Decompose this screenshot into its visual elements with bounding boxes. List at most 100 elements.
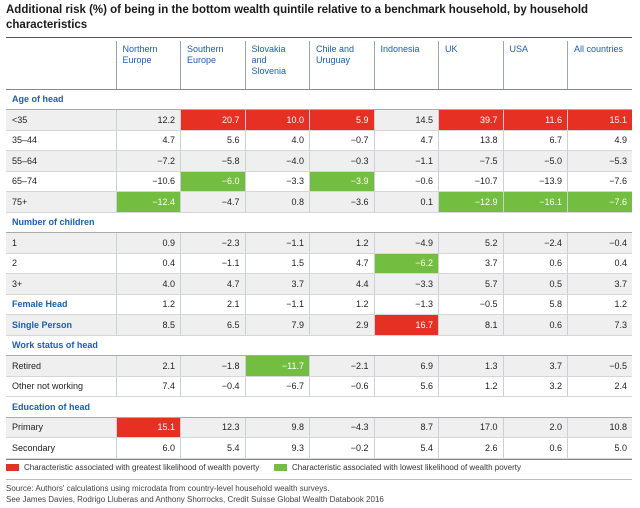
value-cell: 1.2 (567, 294, 632, 315)
value-cell: 6.5 (180, 314, 245, 336)
value-cell: 0.4 (115, 253, 181, 274)
value-cell-red: 10.0 (244, 109, 310, 131)
row-label: Secondary (6, 437, 116, 459)
table-row: 75+ −12.4 −4.7 0.8 −3.6 0.1 −12.9 −16.1 −7.6 (6, 191, 632, 213)
value-cell-green: −16.1 (502, 191, 568, 213)
value-cell: −4.7 (180, 191, 245, 213)
value-cell: −4.0 (244, 150, 310, 172)
value-cell-red: 15.1 (115, 417, 181, 438)
value-cell: 5.0 (567, 437, 632, 459)
row-label: Retired (6, 355, 116, 377)
value-cell: 2.1 (180, 294, 245, 315)
value-cell-red: 39.7 (438, 109, 503, 131)
value-cell: 0.5 (502, 273, 568, 295)
value-cell: −7.6 (567, 171, 632, 192)
value-cell: −2.1 (309, 355, 374, 377)
value-cell: 0.6 (502, 253, 568, 274)
legend-green-label: Characteristic associated with lowest li… (292, 463, 521, 472)
value-cell: 2.1 (115, 355, 181, 377)
value-cell: −2.3 (180, 232, 245, 254)
value-cell: 2.4 (567, 376, 632, 397)
column-header-row: Northern Europe Southern Europe Slovakia… (6, 41, 632, 90)
value-cell: −13.9 (502, 171, 568, 192)
section-heading: Work status of head (6, 335, 632, 356)
value-cell: 0.1 (373, 191, 439, 213)
value-cell-green: −11.7 (244, 355, 310, 377)
value-cell: 7.4 (115, 376, 181, 397)
value-cell: 7.9 (244, 314, 310, 336)
table-row: 65–74 −10.6 −6.0 −3.3 −3.9 −0.6 −10.7 −13.9 −7.6 (6, 171, 632, 192)
row-label: Single Person (6, 314, 116, 336)
section-heading-row: Work status of head (6, 335, 632, 356)
value-cell: 5.7 (438, 273, 503, 295)
title-divider (6, 37, 632, 38)
value-cell: 4.7 (115, 130, 181, 151)
value-cell: 6.9 (373, 355, 439, 377)
value-cell: 2.6 (438, 437, 503, 459)
green-swatch-icon (274, 464, 287, 471)
value-cell-red: 5.9 (309, 109, 374, 131)
table-row: 3+ 4.0 4.7 3.7 4.4 −3.3 5.7 0.5 3.7 (6, 273, 632, 295)
value-cell: 3.2 (502, 376, 568, 397)
value-cell: 1.2 (309, 232, 374, 254)
column-header: Chile and Uruguay (309, 41, 374, 90)
value-cell: 4.7 (373, 130, 439, 151)
value-cell-green: −12.4 (115, 191, 181, 213)
row-label: Primary (6, 417, 116, 438)
section-heading: Age of head (6, 89, 632, 110)
source-line-1: Source: Authors' calculations using micr… (6, 484, 330, 493)
column-header: Indonesia (373, 41, 439, 90)
value-cell: −7.5 (438, 150, 503, 172)
legend-item-green: Characteristic associated with lowest li… (274, 463, 521, 472)
value-cell: −1.1 (180, 253, 245, 274)
table-row: Single Person 8.5 6.5 7.9 2.9 16.7 8.1 0.6 7.3 (6, 314, 632, 336)
legend: Characteristic associated with greatest … (6, 461, 632, 475)
row-label: 35–44 (6, 130, 116, 151)
value-cell: −3.6 (309, 191, 374, 213)
value-cell: 0.9 (115, 232, 181, 254)
row-label: Other not working (6, 376, 116, 397)
value-cell: 4.0 (244, 130, 310, 151)
column-header: Southern Europe (180, 41, 245, 90)
row-label: 75+ (6, 191, 116, 213)
table-row: Female Head 1.2 2.1 −1.1 1.2 −1.3 −0.5 5.8 1.2 (6, 294, 632, 315)
value-cell: −7.2 (115, 150, 181, 172)
value-cell: 13.8 (438, 130, 503, 151)
value-cell: −10.7 (438, 171, 503, 192)
value-cell: 5.4 (373, 437, 439, 459)
value-cell: −4.9 (373, 232, 439, 254)
value-cell: 9.8 (244, 417, 310, 438)
value-cell: −0.6 (373, 171, 439, 192)
value-cell: 4.7 (180, 273, 245, 295)
value-cell: 0.4 (567, 253, 632, 274)
row-label: <35 (6, 109, 116, 131)
value-cell: 8.5 (115, 314, 181, 336)
value-cell: 1.2 (115, 294, 181, 315)
row-label: 55–64 (6, 150, 116, 172)
value-cell: 6.7 (502, 130, 568, 151)
value-cell-red: 16.7 (373, 314, 439, 336)
legend-divider (6, 459, 632, 460)
value-cell-green: −7.6 (567, 191, 632, 213)
table-row: <35 12.2 20.7 10.0 5.9 14.5 39.7 11.6 15.1 (6, 109, 632, 131)
value-cell: −1.1 (244, 232, 310, 254)
value-cell: 8.7 (373, 417, 439, 438)
value-cell: −1.3 (373, 294, 439, 315)
value-cell: −0.3 (309, 150, 374, 172)
value-cell: −3.3 (244, 171, 310, 192)
value-cell: 2.9 (309, 314, 374, 336)
value-cell: 2.0 (502, 417, 568, 438)
value-cell: −0.6 (309, 376, 374, 397)
value-cell: 4.9 (567, 130, 632, 151)
value-cell-red: 20.7 (180, 109, 245, 131)
value-cell: −5.8 (180, 150, 245, 172)
table-title: Additional risk (%) of being in the bott… (6, 4, 589, 31)
section-heading-row: Age of head (6, 89, 632, 110)
column-header: All countries (567, 41, 632, 90)
row-label: 3+ (6, 273, 116, 295)
column-header: Slovakia and Slovenia (244, 41, 310, 90)
value-cell: −1.1 (244, 294, 310, 315)
table-row: 55–64 −7.2 −5.8 −4.0 −0.3 −1.1 −7.5 −5.0 −5.3 (6, 150, 632, 172)
legend-item-red: Characteristic associated with greatest … (6, 463, 259, 472)
source-note: Source: Authors' calculations using micr… (6, 483, 384, 505)
